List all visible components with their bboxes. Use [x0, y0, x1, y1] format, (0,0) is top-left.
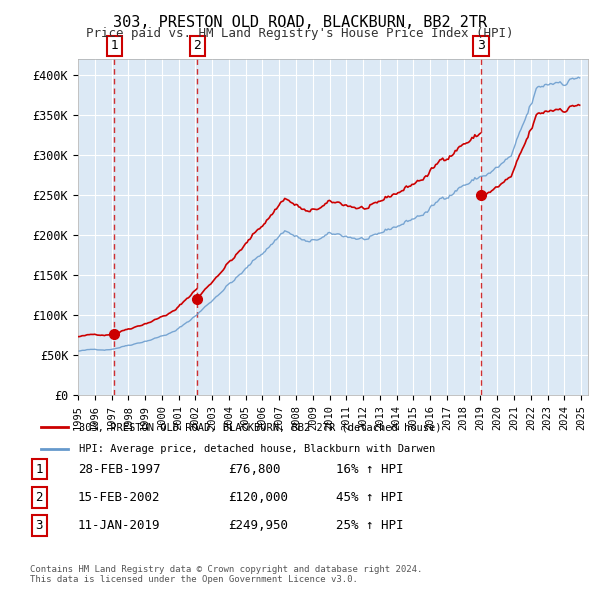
- Text: 2: 2: [194, 40, 202, 53]
- Text: 11-JAN-2019: 11-JAN-2019: [78, 519, 161, 532]
- Text: 2: 2: [35, 491, 43, 504]
- Text: 303, PRESTON OLD ROAD, BLACKBURN, BB2 2TR (detached house): 303, PRESTON OLD ROAD, BLACKBURN, BB2 2T…: [79, 422, 441, 432]
- Text: £120,000: £120,000: [228, 491, 288, 504]
- Text: HPI: Average price, detached house, Blackburn with Darwen: HPI: Average price, detached house, Blac…: [79, 444, 435, 454]
- Text: 25% ↑ HPI: 25% ↑ HPI: [336, 519, 404, 532]
- Text: 303, PRESTON OLD ROAD, BLACKBURN, BB2 2TR: 303, PRESTON OLD ROAD, BLACKBURN, BB2 2T…: [113, 15, 487, 30]
- Text: 15-FEB-2002: 15-FEB-2002: [78, 491, 161, 504]
- Text: Contains HM Land Registry data © Crown copyright and database right 2024.
This d: Contains HM Land Registry data © Crown c…: [30, 565, 422, 584]
- Text: Price paid vs. HM Land Registry's House Price Index (HPI): Price paid vs. HM Land Registry's House …: [86, 27, 514, 40]
- Text: 3: 3: [35, 519, 43, 532]
- Text: £249,950: £249,950: [228, 519, 288, 532]
- Text: 45% ↑ HPI: 45% ↑ HPI: [336, 491, 404, 504]
- Text: 16% ↑ HPI: 16% ↑ HPI: [336, 463, 404, 476]
- Text: 28-FEB-1997: 28-FEB-1997: [78, 463, 161, 476]
- Text: 1: 1: [110, 40, 118, 53]
- Text: 1: 1: [35, 463, 43, 476]
- Text: £76,800: £76,800: [228, 463, 281, 476]
- Text: 3: 3: [477, 40, 485, 53]
